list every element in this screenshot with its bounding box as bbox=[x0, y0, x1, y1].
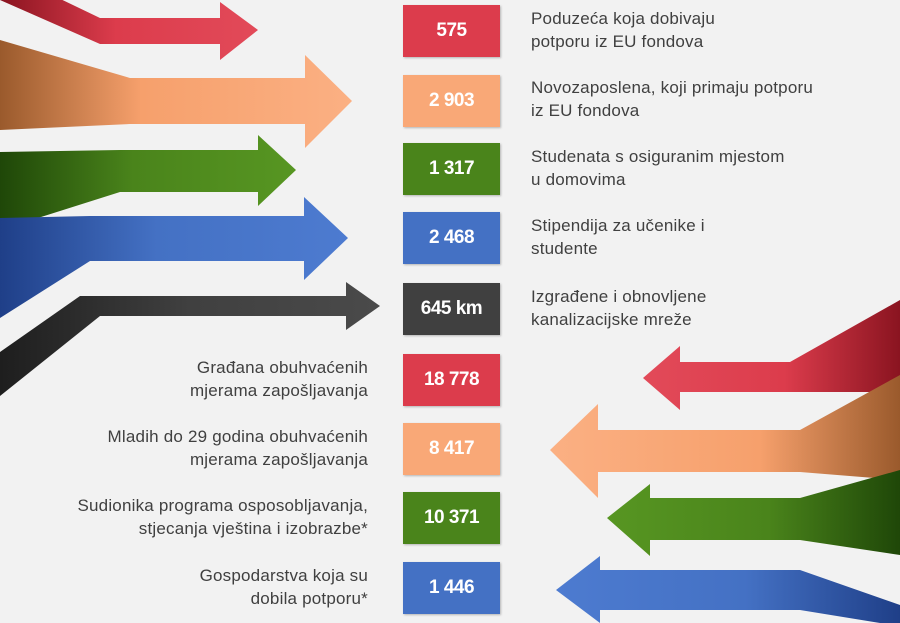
label-sewer-network: Izgrađene i obnovljene kanalizacijske mre… bbox=[531, 287, 707, 329]
value-text: 1 317 bbox=[428, 158, 475, 179]
value-text: 2 903 bbox=[428, 90, 475, 111]
red-arrow-right bbox=[0, 0, 258, 60]
value-text: 10 371 bbox=[423, 507, 480, 528]
orange-arrow-left bbox=[550, 375, 900, 498]
dark-arrow-right bbox=[0, 282, 380, 396]
green-arrow-right bbox=[0, 135, 296, 230]
value-text: 575 bbox=[436, 20, 467, 41]
value-box-training-participants: 10 371 bbox=[403, 492, 500, 544]
label-students-dorms: Studenata s osiguranim mjestom u domovima bbox=[531, 147, 785, 189]
label-scholarships: Stipendija za učenike i studente bbox=[531, 216, 705, 258]
value-box-scholarships: 2 468 bbox=[403, 212, 500, 264]
label-youth: Mladih do 29 godina obuhvaćenih mjerama z… bbox=[107, 427, 368, 469]
label-farms-support: Gospodarstva koja su dobila potporu* bbox=[199, 566, 368, 608]
value-box-new-employees: 2 903 bbox=[403, 75, 500, 127]
red-arrow-left bbox=[643, 300, 900, 410]
value-box-farms-support: 1 446 bbox=[403, 562, 500, 614]
label-training-participants: Sudionika programa osposobljavanja, stjec… bbox=[77, 496, 368, 538]
value-box-sewer-network: 645 km bbox=[403, 283, 500, 335]
value-box-enterprises: 575 bbox=[403, 5, 500, 57]
value-text: 1 446 bbox=[428, 577, 475, 598]
value-box-citizens-employment: 18 778 bbox=[403, 354, 500, 406]
label-citizens-employment: Građana obuhvaćenih mjerama zapošljavanja bbox=[189, 358, 368, 400]
value-text: 645 km bbox=[420, 298, 483, 319]
blue-arrow-left bbox=[556, 556, 900, 623]
value-text: 8 417 bbox=[428, 438, 475, 459]
label-new-employees: Novozaposlena, koji primaju potporu iz EU… bbox=[531, 78, 813, 120]
value-text: 2 468 bbox=[428, 227, 475, 248]
label-enterprises: Poduzeća koja dobivaju potporu iz EU fond… bbox=[531, 9, 715, 51]
green-arrow-left bbox=[607, 470, 900, 556]
blue-arrow-right bbox=[0, 197, 348, 318]
orange-arrow-right bbox=[0, 40, 352, 148]
value-text: 18 778 bbox=[423, 369, 480, 390]
value-box-youth: 8 417 bbox=[403, 423, 500, 475]
value-box-students-dorms: 1 317 bbox=[403, 143, 500, 195]
